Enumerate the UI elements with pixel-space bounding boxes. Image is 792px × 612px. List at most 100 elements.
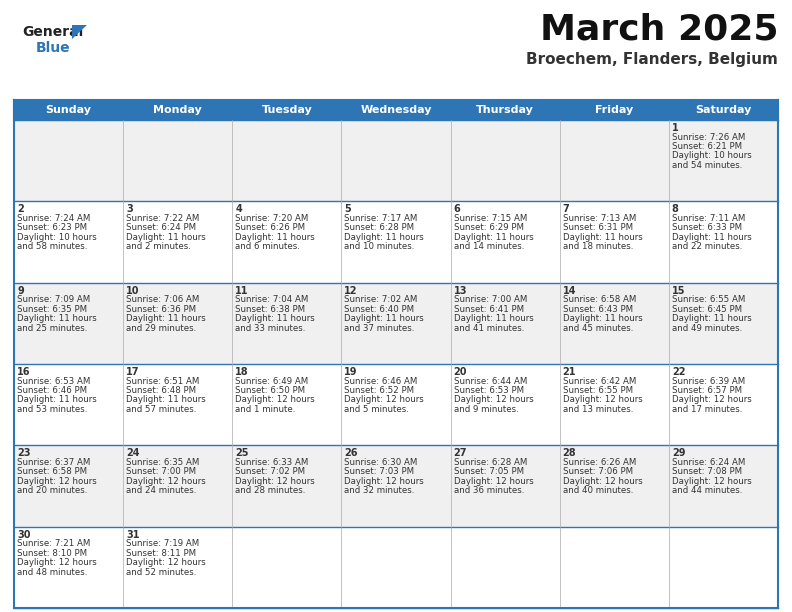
Text: Sunset: 6:26 PM: Sunset: 6:26 PM [235, 223, 306, 233]
Text: Sunrise: 6:28 AM: Sunrise: 6:28 AM [454, 458, 527, 467]
Bar [14, 120, 123, 201]
Text: Sunrise: 7:06 AM: Sunrise: 7:06 AM [126, 295, 200, 304]
Text: Daylight: 11 hours: Daylight: 11 hours [17, 314, 97, 323]
Text: Daylight: 12 hours: Daylight: 12 hours [235, 395, 315, 405]
Text: and 13 minutes.: and 13 minutes. [562, 405, 633, 414]
Text: Daylight: 12 hours: Daylight: 12 hours [562, 477, 642, 486]
Text: Sunset: 6:35 PM: Sunset: 6:35 PM [17, 305, 87, 314]
Text: Sunrise: 6:46 AM: Sunrise: 6:46 AM [345, 376, 418, 386]
Text: Sunrise: 6:33 AM: Sunrise: 6:33 AM [235, 458, 309, 467]
Text: and 10 minutes.: and 10 minutes. [345, 242, 415, 252]
Bar [123, 120, 232, 201]
Text: Sunset: 6:41 PM: Sunset: 6:41 PM [454, 305, 524, 314]
Text: and 25 minutes.: and 25 minutes. [17, 324, 87, 333]
Text: Sunrise: 7:00 AM: Sunrise: 7:00 AM [454, 295, 527, 304]
Text: Daylight: 11 hours: Daylight: 11 hours [672, 314, 752, 323]
Bar [669, 283, 778, 364]
Bar [123, 364, 232, 446]
Text: Sunday: Sunday [46, 105, 92, 115]
Text: Sunrise: 7:22 AM: Sunrise: 7:22 AM [126, 214, 200, 223]
Text: Daylight: 10 hours: Daylight: 10 hours [672, 152, 752, 160]
Text: Daylight: 12 hours: Daylight: 12 hours [672, 477, 752, 486]
Text: 30: 30 [17, 529, 31, 540]
Bar [451, 120, 560, 201]
Text: Friday: Friday [595, 105, 634, 115]
Bar [669, 100, 778, 120]
Text: and 20 minutes.: and 20 minutes. [17, 487, 87, 495]
Text: Sunset: 8:11 PM: Sunset: 8:11 PM [126, 549, 196, 558]
Text: Daylight: 11 hours: Daylight: 11 hours [126, 314, 206, 323]
Text: 7: 7 [562, 204, 569, 214]
Text: 10: 10 [126, 286, 139, 296]
Bar [232, 364, 341, 446]
Text: Monday: Monday [154, 105, 202, 115]
Bar [232, 201, 341, 283]
Text: Daylight: 11 hours: Daylight: 11 hours [235, 314, 315, 323]
Bar [14, 446, 123, 527]
Bar [451, 283, 560, 364]
Bar [232, 120, 341, 201]
Text: Sunrise: 6:24 AM: Sunrise: 6:24 AM [672, 458, 745, 467]
Bar [341, 100, 451, 120]
Text: Daylight: 11 hours: Daylight: 11 hours [235, 233, 315, 242]
Bar [560, 283, 669, 364]
Text: March 2025: March 2025 [539, 12, 778, 46]
Text: Sunrise: 6:26 AM: Sunrise: 6:26 AM [562, 458, 636, 467]
Text: Sunset: 6:45 PM: Sunset: 6:45 PM [672, 305, 742, 314]
Text: Sunset: 6:52 PM: Sunset: 6:52 PM [345, 386, 414, 395]
Text: Sunset: 6:36 PM: Sunset: 6:36 PM [126, 305, 196, 314]
Bar [341, 283, 451, 364]
Text: 2: 2 [17, 204, 24, 214]
Text: Sunrise: 7:19 AM: Sunrise: 7:19 AM [126, 539, 200, 548]
Bar [14, 201, 123, 283]
Text: 4: 4 [235, 204, 242, 214]
Text: Sunset: 7:03 PM: Sunset: 7:03 PM [345, 468, 414, 476]
Text: and 54 minutes.: and 54 minutes. [672, 161, 742, 170]
Bar [232, 446, 341, 527]
Bar [123, 527, 232, 608]
Text: and 2 minutes.: and 2 minutes. [126, 242, 191, 252]
Text: 22: 22 [672, 367, 685, 377]
Text: and 32 minutes.: and 32 minutes. [345, 487, 415, 495]
Text: Daylight: 12 hours: Daylight: 12 hours [17, 477, 97, 486]
Text: Thursday: Thursday [476, 105, 534, 115]
Text: and 22 minutes.: and 22 minutes. [672, 242, 742, 252]
Text: Sunset: 6:24 PM: Sunset: 6:24 PM [126, 223, 196, 233]
Text: and 14 minutes.: and 14 minutes. [454, 242, 524, 252]
Text: and 1 minute.: and 1 minute. [235, 405, 295, 414]
Text: Sunset: 6:23 PM: Sunset: 6:23 PM [17, 223, 87, 233]
Text: Sunrise: 6:51 AM: Sunrise: 6:51 AM [126, 376, 200, 386]
Bar [669, 120, 778, 201]
Text: and 58 minutes.: and 58 minutes. [17, 242, 87, 252]
Text: Sunset: 6:40 PM: Sunset: 6:40 PM [345, 305, 414, 314]
Text: Sunset: 6:43 PM: Sunset: 6:43 PM [562, 305, 633, 314]
Text: Daylight: 12 hours: Daylight: 12 hours [672, 395, 752, 405]
Text: Sunrise: 7:09 AM: Sunrise: 7:09 AM [17, 295, 90, 304]
Text: Sunset: 6:28 PM: Sunset: 6:28 PM [345, 223, 414, 233]
Bar [451, 100, 560, 120]
Text: Sunrise: 6:42 AM: Sunrise: 6:42 AM [562, 376, 636, 386]
Text: 11: 11 [235, 286, 249, 296]
Text: Sunrise: 7:15 AM: Sunrise: 7:15 AM [454, 214, 527, 223]
Bar [232, 527, 341, 608]
Text: Sunrise: 7:13 AM: Sunrise: 7:13 AM [562, 214, 636, 223]
Text: Sunrise: 7:11 AM: Sunrise: 7:11 AM [672, 214, 745, 223]
Bar [123, 201, 232, 283]
Text: Sunrise: 6:58 AM: Sunrise: 6:58 AM [562, 295, 636, 304]
Bar [14, 283, 123, 364]
Bar [451, 446, 560, 527]
Bar [341, 446, 451, 527]
Text: 31: 31 [126, 529, 139, 540]
Text: Sunrise: 7:20 AM: Sunrise: 7:20 AM [235, 214, 309, 223]
Text: Sunset: 7:08 PM: Sunset: 7:08 PM [672, 468, 742, 476]
Text: and 18 minutes.: and 18 minutes. [562, 242, 633, 252]
Text: 5: 5 [345, 204, 351, 214]
Text: 24: 24 [126, 449, 139, 458]
Text: Daylight: 12 hours: Daylight: 12 hours [345, 477, 425, 486]
Text: Sunrise: 6:39 AM: Sunrise: 6:39 AM [672, 376, 745, 386]
Text: 12: 12 [345, 286, 358, 296]
Text: 16: 16 [17, 367, 31, 377]
Text: 18: 18 [235, 367, 249, 377]
Text: Sunset: 6:46 PM: Sunset: 6:46 PM [17, 386, 87, 395]
Text: 14: 14 [562, 286, 577, 296]
